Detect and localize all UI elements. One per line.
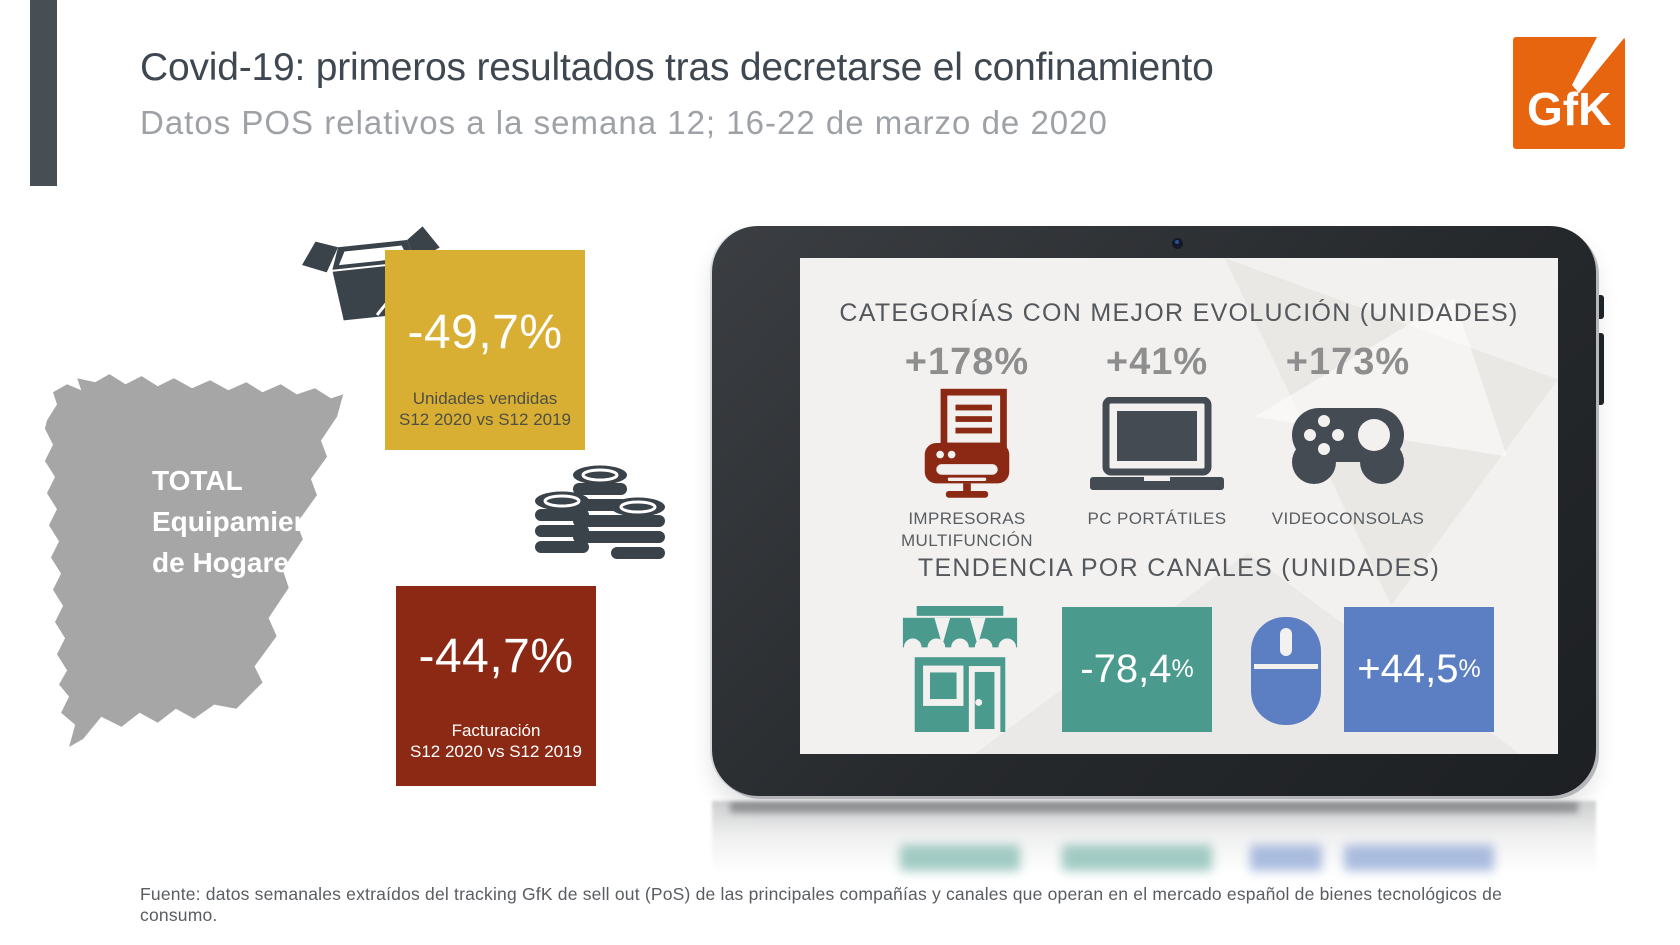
printers-value: +178%: [904, 341, 1030, 383]
source-note: Fuente: datos semanales extraídos del tr…: [140, 884, 1503, 925]
reflection-blob: [1344, 845, 1494, 871]
revenue-value: -44,7%: [418, 630, 574, 683]
units-sold-label-line2: S12 2020 vs S12 2019: [398, 410, 572, 429]
store-icon: [900, 606, 1020, 735]
map-label-line1: TOTAL: [152, 465, 243, 496]
laptops-value: +41%: [1105, 341, 1209, 383]
revenue-label-line1: Facturación: [451, 721, 541, 740]
online-value: +44,5: [1357, 647, 1459, 691]
reflection-bezel: [729, 801, 1579, 813]
units-sold-card: -49,7% Unidades vendidas S12 2020 vs S12…: [385, 250, 585, 450]
volume-button-down: [1599, 333, 1604, 405]
units-sold-value: -49,7%: [407, 306, 563, 359]
units-sold-label: Unidades vendidas S12 2020 vs S12 2019: [385, 388, 585, 430]
reflection-blob: [1062, 845, 1212, 871]
camera-icon: [1172, 238, 1183, 249]
logo-slash: [1572, 37, 1625, 93]
reflection-blob: [900, 845, 1020, 871]
online-percent-sign: %: [1458, 655, 1481, 683]
gfk-logo-icon: GfK: [1513, 37, 1625, 149]
revenue-label-line2: S12 2020 vs S12 2019: [409, 742, 583, 761]
units-sold-label-line1: Unidades vendidas: [412, 389, 558, 408]
gfk-logo: GfK: [1513, 37, 1625, 149]
channels-section-title: TENDENCIA POR CANALES (UNIDADES): [917, 554, 1441, 582]
physical-stores-percent-sign: %: [1171, 655, 1194, 683]
map-label-line2: Equipamiento: [152, 506, 338, 537]
logo-text: GfK: [1527, 83, 1611, 135]
laptop-icon: [1057, 388, 1257, 500]
page-subtitle: Datos POS relativos a la semana 12; 16-2…: [140, 104, 1108, 141]
consoles-label: VIDEOCONSOLAS: [1271, 509, 1425, 528]
category-printers: +178%: [867, 338, 1067, 552]
reflection-blob: [1250, 845, 1322, 871]
tablet-reflection: [712, 801, 1596, 885]
spain-map: [44, 374, 344, 747]
printers-label: IMPRESORAS MULTIFUNCIÓN: [901, 509, 1033, 550]
physical-stores-trend-box: -78,4%: [1062, 607, 1212, 732]
printer-icon: [867, 388, 1067, 500]
map-label: TOTAL Equipamiento de Hogares: [152, 460, 337, 583]
category-laptops: +41% PC PORTÁTILES: [1057, 338, 1257, 530]
page-title: Covid-19: primeros resultados tras decre…: [140, 46, 1214, 89]
revenue-label: Facturación S12 2020 vs S12 2019: [396, 720, 596, 762]
map-label-line3: de Hogares: [152, 547, 305, 578]
laptops-label: PC PORTÁTILES: [1087, 509, 1227, 528]
accent-bar: [30, 0, 57, 186]
tablet-screen: CATEGORÍAS CON MEJOR EVOLUCIÓN (UNIDADES…: [800, 258, 1558, 754]
coins-icon: [535, 465, 665, 559]
category-consoles: +173% VIDEOCONSOLAS: [1248, 338, 1448, 530]
online-trend-box: +44,5%: [1344, 607, 1494, 732]
consoles-value: +173%: [1285, 341, 1411, 383]
revenue-card: -44,7% Facturación S12 2020 vs S12 2019: [396, 586, 596, 786]
volume-button-up: [1599, 295, 1604, 319]
categories-section-title: CATEGORÍAS CON MEJOR EVOLUCIÓN (UNIDADES…: [839, 299, 1519, 327]
gamepad-icon: [1248, 388, 1448, 500]
mouse-icon: [1250, 616, 1322, 726]
physical-stores-value: -78,4: [1080, 647, 1172, 691]
